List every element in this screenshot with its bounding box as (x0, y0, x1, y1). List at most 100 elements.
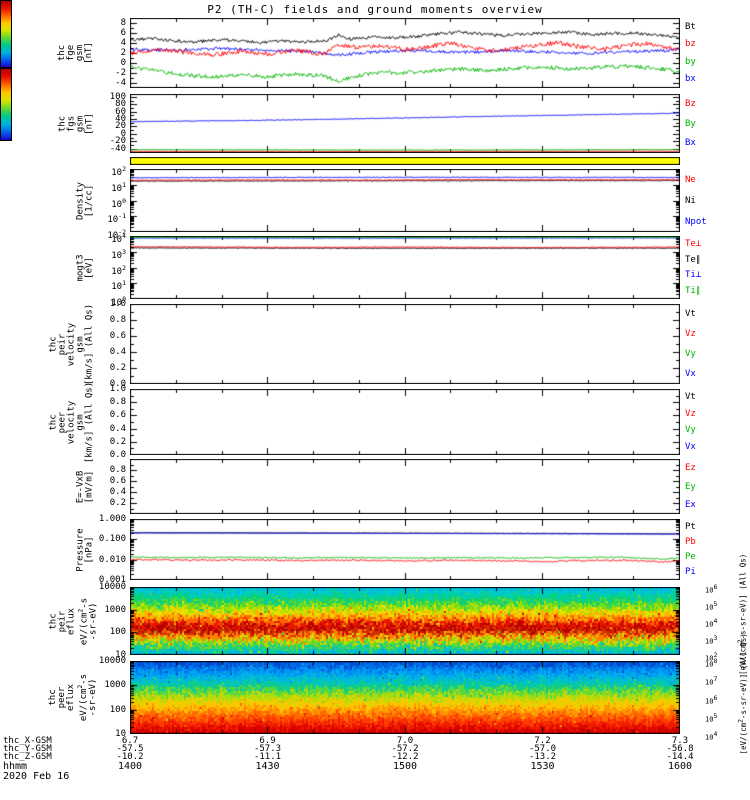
legend-Ex: Ex (685, 499, 696, 510)
y-tick-label: 0.8 (109, 315, 126, 325)
y-tick-label: 80 (115, 99, 126, 110)
colorbar-peir-eflux-spec (0, 0, 12, 68)
date-label: 2020 Feb 16 (3, 771, 70, 782)
y-tick-label: 0.4 (109, 347, 126, 357)
panel-fgs (130, 94, 680, 153)
ephemeris-value: -56.8 (666, 744, 694, 754)
y-tick-label: 10000 (98, 656, 126, 666)
y-tick-label: 0.2 (109, 436, 126, 447)
legend-Ne: Ne (685, 174, 696, 185)
y-tick-label: 1000 (104, 604, 126, 615)
legend-bx: bx (685, 74, 696, 85)
y-tick-label: 4 (120, 38, 126, 48)
y-tick-label: 6 (120, 28, 126, 38)
y-tick-label: 10 (115, 729, 126, 739)
y-tick-label: 102 (111, 263, 126, 277)
y-tick-label: 104 (111, 232, 126, 245)
y-tick-label: 101 (111, 279, 126, 293)
legend-by: by (685, 56, 696, 67)
ephemeris-value: 7.0 (396, 736, 414, 746)
time-tick-label: 1600 (667, 761, 693, 772)
y-tick-label: 2 (120, 48, 126, 58)
legend-Bz: Bz (685, 98, 696, 109)
colorbar-tick-label: 105 (705, 600, 718, 612)
legend-Vt: Vt (685, 392, 696, 403)
legend-Ni: Ni (685, 195, 696, 206)
panel-efield (130, 459, 680, 514)
colorbar-tick-label: 108 (705, 657, 718, 669)
ephemeris-value: -57.3 (253, 744, 282, 754)
colorbar-unit-label: [eV/(cm2-s-sr-eV)] (All Qs) (736, 632, 748, 754)
y-tick-label: 100 (109, 91, 126, 102)
ephemeris-row-label: thc_Y-GSM (3, 744, 52, 754)
legend-Ti∥: Ti∥ (685, 286, 701, 297)
y-tick-label: 101 (111, 180, 126, 194)
legend-Bt: Bt (685, 21, 696, 32)
legend-Pt: Pt (685, 521, 696, 532)
y-tick-label: 0 (120, 128, 126, 139)
ephemeris-value: -12.2 (391, 752, 419, 762)
y-tick-label: 0.4 (109, 487, 126, 497)
time-tick-label: 1400 (117, 761, 143, 772)
ephemeris-value: 7.3 (671, 736, 689, 746)
y-tick-label: 0.8 (109, 397, 126, 408)
ephemeris-value: -10.2 (116, 752, 144, 762)
y-tick-label: 0.2 (109, 498, 126, 508)
ephemeris-value: -13.2 (528, 752, 557, 762)
time-axis-label: hhmm (3, 761, 28, 772)
y-tick-label: 10 (115, 650, 126, 660)
legend-Ti⊥: Ti⊥ (685, 270, 702, 281)
legend-Vz: Vz (685, 329, 696, 339)
panel-peir-velocity (130, 304, 680, 384)
panel-density (130, 169, 680, 232)
y-tick-label: -4 (115, 78, 126, 88)
y-tick-label: 0.6 (109, 476, 126, 486)
legend-Vy: Vy (685, 425, 696, 436)
colorbar-tick-label: 106 (705, 693, 718, 705)
legend-By: By (685, 118, 696, 129)
y-tick-label: 103 (111, 247, 126, 261)
y-tick-label: 20 (115, 121, 126, 132)
legend-Vz: Vz (685, 408, 696, 419)
legend-bz: bz (685, 39, 696, 50)
ephemeris-value: -57.0 (528, 744, 557, 754)
panel-mode-flag (130, 157, 680, 165)
y-tick-label: 0.2 (109, 363, 126, 373)
y-tick-label: 1.0 (109, 299, 126, 309)
y-tick-label: 0.100 (98, 534, 126, 545)
colorbar-tick-label: 104 (705, 730, 718, 742)
ephemeris-value: -14.4 (666, 752, 694, 762)
colorbar-tick-label: 102 (705, 651, 718, 663)
colorbar-tick-label: 107 (705, 675, 718, 687)
ephemeris-value: -57.2 (391, 744, 419, 754)
y-tick-label: 60 (115, 106, 126, 117)
legend-Pb: Pb (685, 536, 696, 547)
y-tick-label: 0.4 (109, 423, 126, 434)
y-tick-label: 0.6 (109, 331, 126, 341)
legend-Te⊥: Te⊥ (685, 238, 702, 249)
y-tick-label: 0.6 (109, 410, 126, 421)
y-tick-label: 1.0 (109, 384, 126, 394)
panel-peir-eflux-spec (130, 587, 680, 655)
legend-Npot: Npot (685, 216, 707, 227)
legend-Te∥: Te∥ (685, 254, 701, 265)
legend-Vy: Vy (685, 349, 696, 359)
y-tick-label: 1000 (104, 680, 126, 691)
legend-Pe: Pe (685, 552, 696, 563)
y-tick-label: 10-1 (107, 212, 126, 226)
y-tick-label: 10000 (98, 582, 126, 592)
ephemeris-row-label: thc_X-GSM (3, 736, 52, 746)
y-tick-label: -2 (115, 68, 126, 78)
y-tick-label: 102 (111, 165, 126, 178)
panel-pressure (130, 519, 680, 580)
legend-Vt: Vt (685, 309, 696, 319)
y-tick-label: 0.0 (109, 379, 126, 389)
panel-peer-eflux-spec (130, 661, 680, 734)
y-tick-label: -20 (109, 136, 126, 147)
legend-Vx: Vx (685, 441, 696, 452)
ephemeris-value: 6.7 (121, 736, 139, 746)
colorbar-tick-label: 104 (705, 617, 718, 629)
time-tick-label: 1530 (530, 761, 555, 772)
ephemeris-value: 7.2 (534, 736, 551, 746)
